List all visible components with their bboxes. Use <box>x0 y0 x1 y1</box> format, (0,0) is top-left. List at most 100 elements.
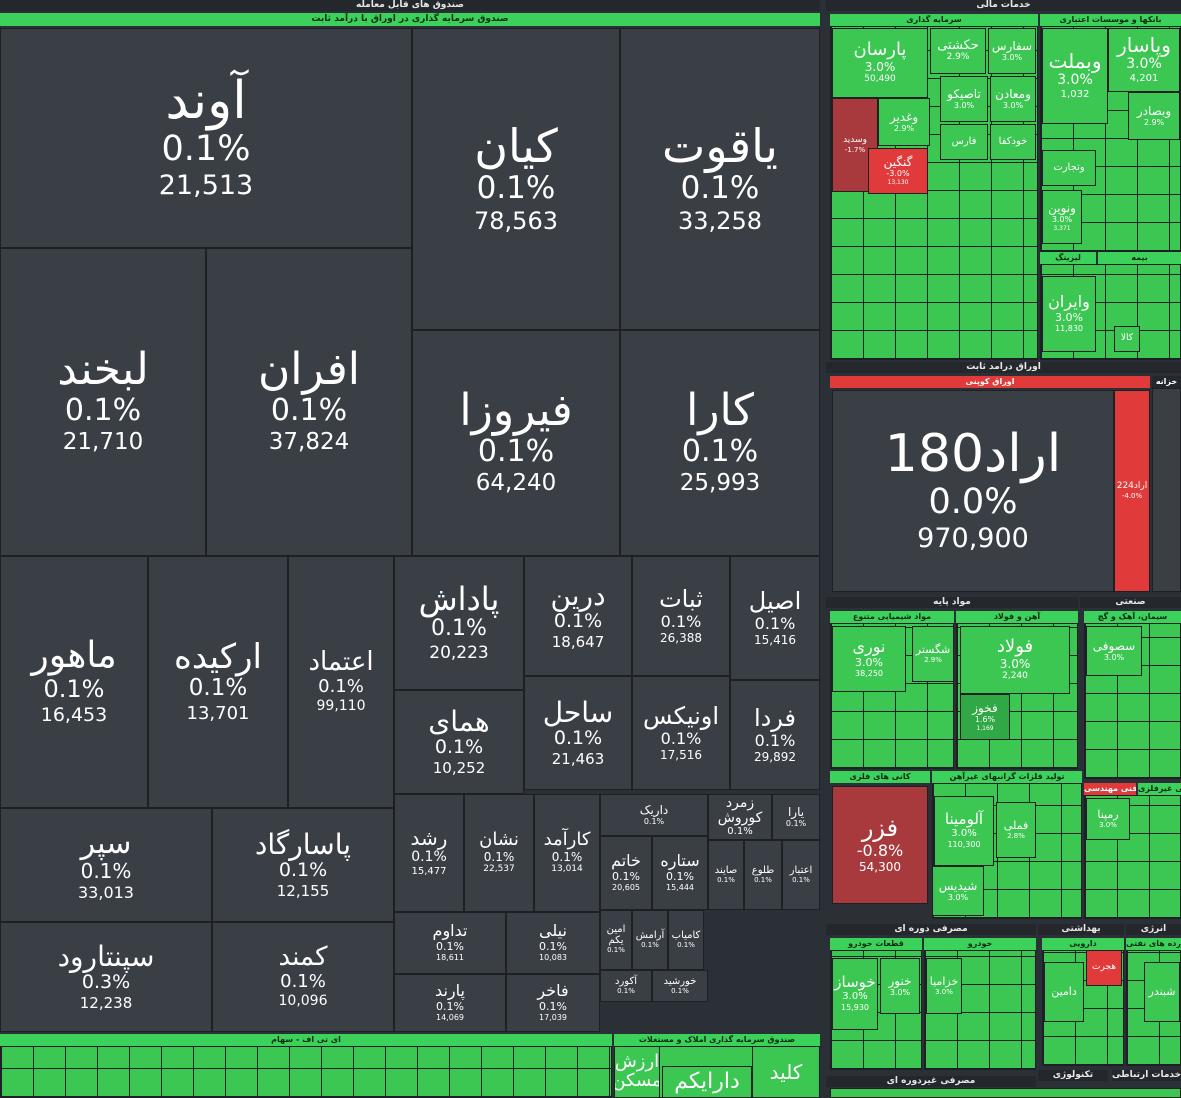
heatmap-tile[interactable]: وبصادر 2.9% <box>1128 92 1180 140</box>
heatmap-tile[interactable]: ارکیده 0.1% 13,701 <box>148 556 288 808</box>
heatmap-tile[interactable]: وتجارت <box>1042 150 1096 186</box>
heatmap-tile[interactable]: پاسارگاد 0.1% 12,155 <box>212 808 394 922</box>
heatmap-tile[interactable]: اراد224 -4.0% <box>1114 390 1150 592</box>
heatmap-tile[interactable]: نوری 3.0% 38,250 <box>832 626 906 692</box>
heatmap-tile[interactable]: سپنتارود 0.3% 12,238 <box>0 922 212 1032</box>
heatmap-tile[interactable]: سفارس 3.0% <box>988 28 1036 74</box>
heatmap-tile[interactable]: ومعادن 3.0% <box>990 76 1036 122</box>
heatmap-tile[interactable]: درین 0.1% 18,647 <box>524 556 632 676</box>
heatmap-tile[interactable]: اصیل 0.1% 15,416 <box>730 556 820 680</box>
heatmap-tile[interactable]: فردا 0.1% 29,892 <box>730 680 820 790</box>
heatmap-tile[interactable]: رمپنا 3.0% <box>1086 798 1130 840</box>
heatmap-tile[interactable]: نیلی 0.1% 10,083 <box>506 912 600 974</box>
tile-value: 20,605 <box>612 883 640 893</box>
heatmap-tile[interactable]: وغدیر 2.9% <box>878 98 930 146</box>
heatmap-tile[interactable]: اونیکس 0.1% 17,516 <box>632 676 730 790</box>
tile-symbol: کارآمد <box>543 828 591 850</box>
heatmap-tile[interactable]: نشان 0.1% 22,537 <box>464 794 534 912</box>
heatmap-tile[interactable]: خاتم 0.1% 20,605 <box>600 836 652 910</box>
heatmap-tile[interactable]: کلید <box>752 1046 820 1098</box>
tile-symbol: خاتم <box>611 851 641 871</box>
tile-change: 0.1% <box>483 849 515 864</box>
heatmap-tile[interactable]: امین یکم 0.1% <box>600 910 632 970</box>
tile-value: 13,014 <box>551 864 583 875</box>
heatmap-tile[interactable]: آکورد 0.1% <box>600 970 652 1002</box>
heatmap-tile[interactable]: تاصیکو 3.0% <box>940 76 988 122</box>
heatmap-tile[interactable]: وایران 3.0% 11,830 <box>1042 276 1096 352</box>
heatmap-tile[interactable]: ونوین 3.0% 3,371 <box>1042 190 1082 244</box>
heatmap-tile[interactable]: ستاره 0.1% 15,444 <box>652 836 708 910</box>
heatmap-tile[interactable]: سپر 0.1% 33,013 <box>0 808 212 922</box>
tile-symbol: وبصادر <box>1136 103 1172 118</box>
heatmap-tile[interactable]: کارا 0.1% 25,993 <box>620 330 820 556</box>
heatmap-tile[interactable]: اعتماد 0.1% 99,110 <box>288 556 394 808</box>
heatmap-tile[interactable]: آلومینا 3.0% 110,300 <box>934 796 994 866</box>
heatmap-tile[interactable]: فخوز 1.6% 1,169 <box>960 694 1010 740</box>
tile-change: 0.1% <box>477 434 555 470</box>
heatmap-tile[interactable]: وپاسار 3.0% 4,201 <box>1108 28 1180 92</box>
heatmap-tile[interactable]: شبندر <box>1144 962 1180 1022</box>
heatmap-tile[interactable]: دامین <box>1044 962 1084 1022</box>
tile-change: 3.0% <box>1126 56 1162 73</box>
heatmap-tile[interactable]: خودکفا <box>990 124 1036 160</box>
tile-symbol: یاقوت <box>662 118 778 173</box>
tile-symbol: فیروزا <box>459 385 573 437</box>
heatmap-tile[interactable]: آرامش 0.1% <box>632 910 668 970</box>
heatmap-tile[interactable]: دارایکم <box>662 1066 752 1098</box>
tile-value: 3,371 <box>1053 224 1071 232</box>
heatmap-tile[interactable]: کیان 0.1% 78,563 <box>412 28 620 330</box>
heatmap-tile[interactable]: فارس <box>940 124 988 160</box>
tile-symbol: فخوز <box>972 701 998 716</box>
heatmap-tile[interactable]: کارآمد 0.1% 13,014 <box>534 794 600 912</box>
heatmap-tile[interactable]: فیروزا 0.1% 64,240 <box>412 330 620 556</box>
tile-symbol: طلوع <box>751 864 775 876</box>
heatmap-tile[interactable]: شگستر 2.9% <box>912 626 954 682</box>
heatmap-tile[interactable]: خنور 3.0% <box>880 958 920 1014</box>
heatmap-tile[interactable]: تداوم 0.1% 18,611 <box>394 912 506 974</box>
heatmap-tile[interactable]: رشد 0.1% 15,477 <box>394 794 464 912</box>
heatmap-tile[interactable]: ثبات 0.1% 26,388 <box>632 556 730 676</box>
heatmap-tile[interactable]: صایند 0.1% <box>708 840 744 910</box>
heatmap-tile[interactable]: فزر -0.8% 54,300 <box>832 786 928 904</box>
tile-value: 18,611 <box>436 953 464 963</box>
heatmap-tile[interactable]: خورشید 0.1% <box>652 970 708 1002</box>
heatmap-tile[interactable]: گنگین -3.0% 13,130 <box>868 148 928 194</box>
heatmap-tile[interactable]: سصوفی 3.0% <box>1086 626 1142 676</box>
tile-symbol: آلومینا <box>944 810 984 829</box>
heatmap-tile[interactable]: یاقوت 0.1% 33,258 <box>620 28 820 330</box>
heatmap-tile[interactable]: اراد180 0.0% 970,900 <box>832 390 1114 592</box>
heatmap-tile[interactable]: وبملت 3.0% 1,032 <box>1042 28 1108 124</box>
heatmap-tile[interactable]: آوند 0.1% 21,513 <box>0 28 412 248</box>
heatmap-tile[interactable]: همای 0.1% 10,252 <box>394 690 524 794</box>
heatmap-tile[interactable]: کالا <box>1114 326 1140 352</box>
tile-symbol: همای <box>428 704 490 738</box>
heatmap-tile[interactable]: پارند 0.1% 14,069 <box>394 974 506 1032</box>
heatmap-tile[interactable]: زمرد کوروش 0.1% <box>708 794 772 840</box>
heatmap-tile[interactable]: پارسان 3.0% 50,490 <box>832 28 928 98</box>
industrial-lower-block <box>1084 795 1181 919</box>
heatmap-tile[interactable]: هجرت <box>1086 950 1122 986</box>
heatmap-tile[interactable]: یارا 0.1% <box>772 794 820 840</box>
heatmap-tile[interactable]: افران 0.1% 37,824 <box>206 248 412 556</box>
heatmap-tile[interactable]: اعتبار 0.1% <box>782 840 820 910</box>
heatmap-tile[interactable]: داریک 0.1% <box>600 794 708 836</box>
heatmap-tile[interactable]: پاداش 0.1% 20,223 <box>394 556 524 690</box>
heatmap-tile[interactable]: فولاد 3.0% 2,240 <box>960 626 1070 694</box>
heatmap-tile[interactable]: فملی 2.8% <box>996 802 1036 858</box>
heatmap-tile[interactable]: شیدیس 3.0% <box>932 866 984 916</box>
heatmap-tile[interactable]: ارزش مسکن <box>614 1046 660 1098</box>
heatmap-tile[interactable]: خزامیا 3.0% <box>926 958 962 1014</box>
heatmap-tile[interactable]: لبخند 0.1% 21,710 <box>0 248 206 556</box>
heatmap-tile[interactable]: ساحل 0.1% 21,463 <box>524 676 632 790</box>
tile-value: 12,155 <box>276 882 330 901</box>
heatmap-tile[interactable]: حکشتی 2.9% <box>930 28 986 74</box>
heatmap-tile[interactable]: طلوع 0.1% <box>744 840 782 910</box>
heatmap-tile[interactable]: کمند 0.1% 10,096 <box>212 922 394 1032</box>
heatmap-tile[interactable]: خوساز 3.0% 15,930 <box>832 958 878 1030</box>
tile-symbol: خنور <box>888 973 912 988</box>
heatmap-tile[interactable]: کامیاب 0.1% <box>668 910 704 970</box>
heatmap-tile[interactable]: ماهور 0.1% 16,453 <box>0 556 148 808</box>
tile-value: 15,930 <box>841 1003 869 1013</box>
heatmap-tile[interactable]: فاخر 0.1% 17,039 <box>506 974 600 1032</box>
tile-change: 0.1% <box>677 941 695 950</box>
